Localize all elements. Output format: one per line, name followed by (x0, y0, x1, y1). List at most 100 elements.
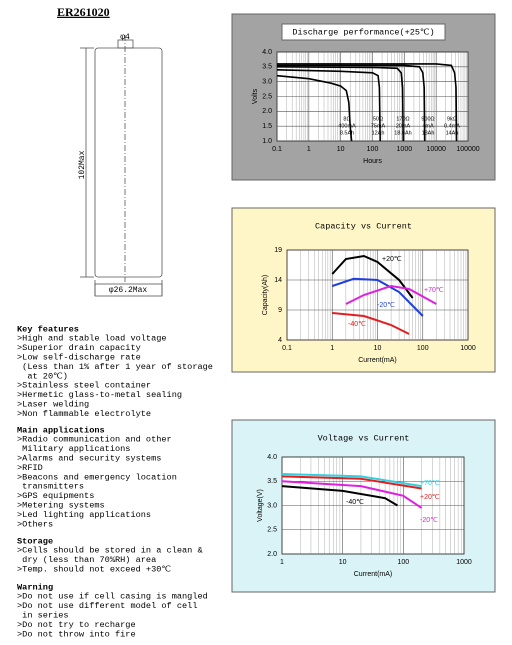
y-tick-label: 3.0 (267, 502, 277, 509)
y-tick-label: 2.5 (267, 527, 277, 534)
y-tick-label: 1.5 (262, 123, 272, 130)
x-tick-label: 10 (374, 345, 382, 352)
y-tick-label: 2.5 (262, 93, 272, 100)
load-label: 50Ω (373, 116, 383, 122)
load-label: 8Ω (343, 116, 350, 122)
y-tick-label: 3.0 (262, 79, 272, 86)
series-line (345, 284, 437, 305)
title: ER261020 (57, 5, 110, 19)
series-label: -20℃ (377, 302, 395, 309)
y-tick-label: 19 (274, 247, 282, 254)
series-line (331, 277, 424, 317)
capacity-label: 12Ah (372, 130, 385, 136)
section-line: >Superior drain capacity (17, 343, 141, 353)
x-tick-label: 0.1 (272, 146, 282, 153)
section-line: (Less than 1% after 1 year of storage (17, 362, 213, 372)
series-label: -20℃ (420, 517, 438, 524)
x-tick-label: 1 (280, 559, 284, 566)
section-line: >Led lighting applications (17, 510, 151, 520)
section-line: >Stainless steel container (17, 381, 151, 391)
x-tick-label: 10 (337, 146, 345, 153)
section-line: transmitters (17, 482, 84, 492)
x-tick-label: 1000 (460, 345, 476, 352)
series-line (281, 485, 399, 507)
series-label: -40℃ (346, 499, 364, 506)
section-heading: Storage (17, 536, 53, 546)
series-line (281, 473, 422, 488)
y-tick-label: 3.5 (267, 478, 277, 485)
y-axis-label: Voltage(V) (257, 489, 264, 522)
section-line: >Do not try to recharge (17, 620, 136, 630)
section-line: >Temp. should not exceed +30℃ (17, 564, 171, 574)
load-label: 900Ω (421, 116, 434, 122)
series-label: -40℃ (348, 321, 366, 328)
x-tick-label: 100 (417, 345, 429, 352)
section-heading: Warning (17, 582, 53, 592)
section-line: >Alarms and security systems (17, 453, 161, 463)
cell-drawing (80, 35, 163, 297)
x-axis-label: Hours (363, 158, 382, 165)
x-tick-label: 100 (397, 559, 409, 566)
section-line: Military applications (17, 444, 130, 454)
x-tick-label: 100 (367, 146, 379, 153)
section-line: >Beacons and emergency location (17, 472, 177, 482)
x-tick-label: 1 (330, 345, 334, 352)
y-tick-label: 14 (274, 277, 282, 284)
x-tick-label: 1000 (456, 559, 472, 566)
section-line: >High and stable load voltage (17, 334, 167, 344)
x-tick-label: 100000 (456, 146, 479, 153)
series-label: +70℃ (420, 480, 440, 487)
y-tick-label: 9 (278, 307, 282, 314)
y-tick-label: 3.5 (262, 64, 272, 71)
section-line: >Cells should be stored in a clean & (17, 546, 203, 556)
capacity-label: 18Ah (422, 130, 435, 136)
x-tick-label: 10 (339, 559, 347, 566)
y-tick-label: 4.0 (262, 49, 272, 56)
section-line: >Others (17, 519, 53, 529)
series-line (277, 63, 458, 142)
section-line: >Do not throw into fire (17, 629, 136, 639)
capacity-label: 14Ah (446, 130, 459, 136)
y-tick-label: 2.0 (262, 108, 272, 115)
chart-title: Discharge performance(+25℃) (292, 27, 434, 37)
section-line: >Metering systems (17, 500, 105, 510)
y-tick-label: 4 (278, 337, 282, 344)
current-label: 0.4mA (444, 123, 460, 129)
pin-dim: φ4 (120, 33, 130, 42)
section-line: >Do not use different model of cell (17, 601, 198, 611)
series-line (281, 475, 422, 490)
series-line (276, 69, 381, 142)
capacity-label: 18.6Ah (394, 130, 411, 136)
series-line (331, 254, 414, 299)
y-axis-label: Volts (252, 88, 259, 104)
chart-title: Voltage vs Current (318, 433, 410, 443)
current-label: 75mA (371, 123, 386, 129)
section-line: dry (less than 70%RH) area (17, 555, 156, 565)
capacity-label: 8.5Ah (340, 130, 354, 136)
series-label: +20℃ (382, 256, 402, 263)
x-axis-label: Current(mA) (358, 357, 397, 364)
x-tick-label: 10000 (426, 146, 446, 153)
section-line: >Radio communication and other (17, 435, 172, 445)
current-label: 4mA (422, 123, 434, 129)
series-line (277, 64, 426, 142)
load-label: 9kΩ (447, 116, 457, 122)
series-line (281, 480, 423, 509)
y-tick-label: 1.0 (262, 138, 272, 145)
y-tick-label: 4.0 (267, 454, 277, 461)
x-axis-label: Current(mA) (354, 571, 393, 578)
section-line: >GPS equipments (17, 491, 94, 501)
x-tick-label: 0.1 (282, 345, 292, 352)
current-label: 400mA (338, 123, 356, 129)
length-dim: 102Max (78, 150, 87, 179)
section-line: in series (17, 610, 69, 620)
section-line: >Laser welding (17, 399, 89, 409)
section-line: >Non flammable electrolyte (17, 409, 151, 419)
series-line (332, 312, 410, 335)
current-label: 20mA (396, 123, 411, 129)
section-line: >Low self-discharge rate (17, 352, 141, 362)
series-label: +70℃ (424, 287, 444, 294)
title-box (281, 23, 446, 41)
section-line: >RFID (17, 463, 43, 473)
